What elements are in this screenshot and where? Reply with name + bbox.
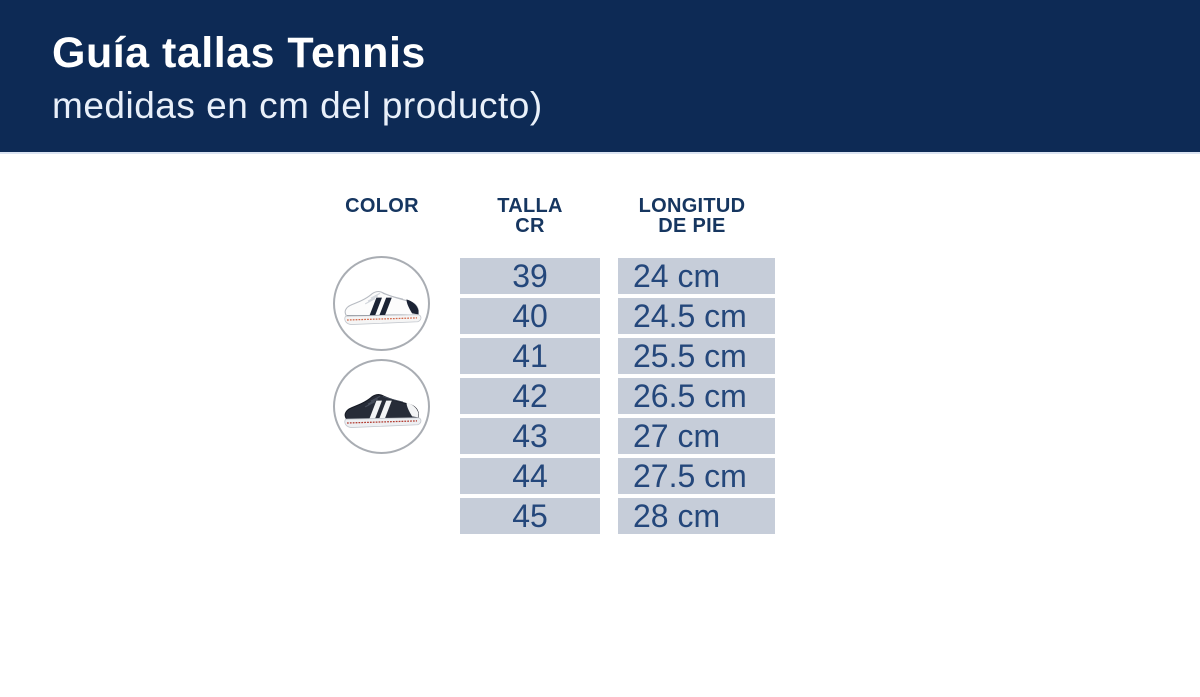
column-header-talla: TALLA CR [460, 196, 600, 236]
column-header-longitud-line2: DE PIE [658, 215, 726, 237]
talla-cell: 44 [460, 458, 600, 494]
page-title: Guía tallas Tennis [52, 29, 426, 77]
column-header-talla-line2: CR [515, 215, 545, 237]
talla-cell: 39 [460, 258, 600, 294]
column-header-longitud-line1: LONGITUD [638, 195, 746, 217]
longitud-cell: 24.5 cm [618, 298, 775, 334]
white-sneaker-icon [343, 290, 421, 325]
white-sneaker-photo [333, 256, 430, 351]
column-header-longitud: LONGITUD DE PIE [608, 196, 776, 236]
page-subtitle: medidas en cm del producto) [52, 85, 543, 126]
talla-cell: 41 [460, 338, 600, 374]
talla-cell: 42 [460, 378, 600, 414]
talla-cell: 43 [460, 418, 600, 454]
black-sneaker-photo [333, 359, 430, 454]
talla-cell: 40 [460, 298, 600, 334]
longitud-cell: 27.5 cm [618, 458, 775, 494]
column-header-color: COLOR [345, 195, 419, 217]
black-sneaker-icon [343, 393, 421, 428]
header-band: Guía tallas Tennis medidas en cm del pro… [0, 0, 1200, 154]
longitud-cell: 28 cm [618, 498, 775, 534]
column-header-talla-line1: TALLA [497, 195, 563, 217]
size-table: 39 24 cm 40 24.5 cm 41 25.5 cm 42 26.5 c… [460, 258, 775, 534]
longitud-cell: 25.5 cm [618, 338, 775, 374]
talla-cell: 45 [460, 498, 600, 534]
longitud-cell: 24 cm [618, 258, 775, 294]
longitud-cell: 27 cm [618, 418, 775, 454]
longitud-cell: 26.5 cm [618, 378, 775, 414]
